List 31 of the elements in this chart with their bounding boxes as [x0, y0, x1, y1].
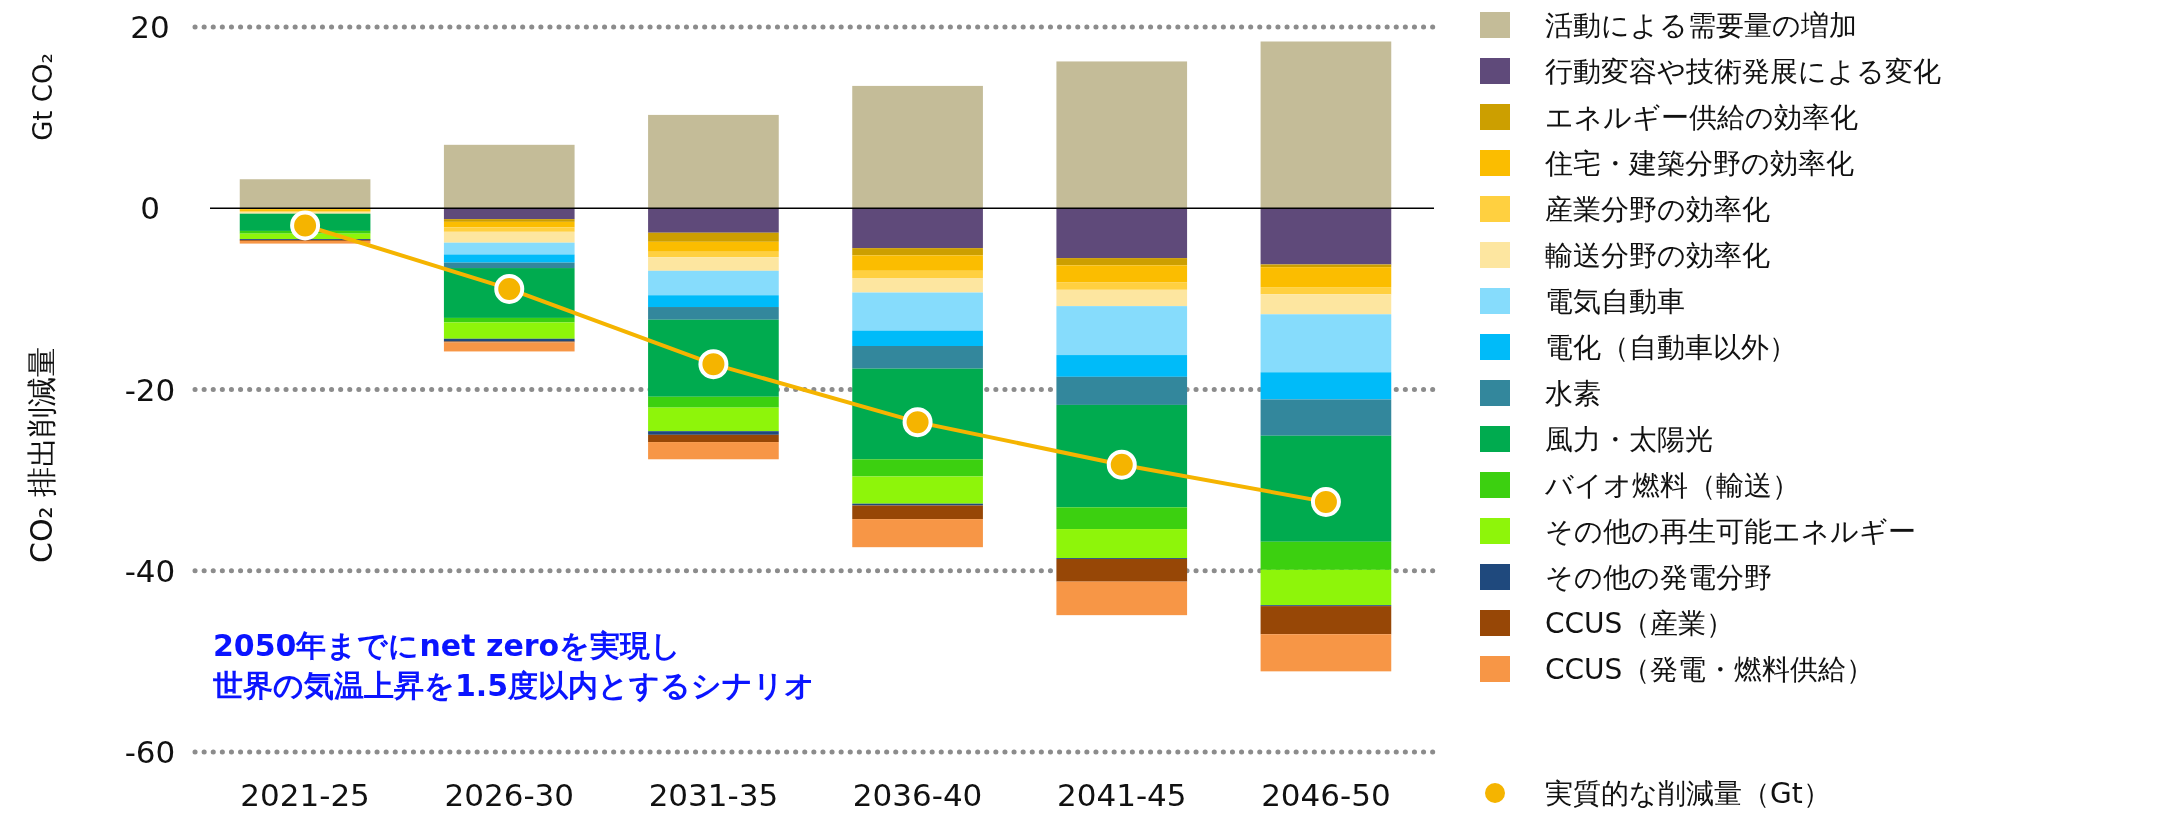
- y-axis-title: CO₂ 排出削減量: [24, 346, 59, 564]
- x-tick-label: 2036-40: [852, 777, 983, 813]
- y-tick-label: -20: [124, 371, 176, 408]
- x-tick-label: 2021-25: [240, 777, 370, 813]
- x-tick-label: 2046-50: [1261, 777, 1391, 813]
- annotation: 2050年までにnet zeroを実現し: [213, 628, 682, 663]
- legend-label: 水素: [1545, 377, 1601, 410]
- legend-label: その他の再生可能エネルギー: [1545, 515, 1916, 548]
- text: Gt CO₂: [28, 53, 58, 141]
- legend-label: CCUS（産業）: [1545, 607, 1735, 640]
- y-tick-label: -60: [124, 734, 176, 770]
- legend-label: 輸送分野の効率化: [1545, 239, 1770, 272]
- x-tick-label: 2026-30: [444, 777, 575, 813]
- x-tick-label: 2031-35: [648, 777, 779, 813]
- legend-label: その他の発電分野: [1545, 561, 1772, 594]
- annotation: 世界の気温上昇を1.5度以内とするシナリオ: [212, 668, 816, 703]
- y-tick-label: 0: [140, 190, 160, 227]
- legend-label: 産業分野の効率化: [1545, 193, 1770, 226]
- legend-label: バイオ燃料（輸送）: [1544, 469, 1800, 502]
- legend-label: エネルギー供給の効率化: [1545, 101, 1858, 134]
- legend-label: 風力・太陽光: [1545, 423, 1713, 456]
- x-tick-label: 2041-45: [1056, 777, 1187, 813]
- y-tick-label: -40: [124, 552, 176, 589]
- legend-label: CCUS（発電・燃料供給）: [1545, 653, 1875, 686]
- legend-label: 実質的な削減量（Gt）: [1545, 777, 1831, 810]
- legend-label: 行動変容や技術発展による変化: [1545, 55, 1941, 88]
- legend-label: 活動による需要量の増加: [1545, 9, 1857, 42]
- legend-label: 電気自動車: [1545, 285, 1685, 318]
- legend-label: 住宅・建築分野の効率化: [1544, 147, 1854, 180]
- y-tick-label: 20: [130, 9, 170, 45]
- legend-label: 電化（自動車以外）: [1545, 331, 1797, 364]
